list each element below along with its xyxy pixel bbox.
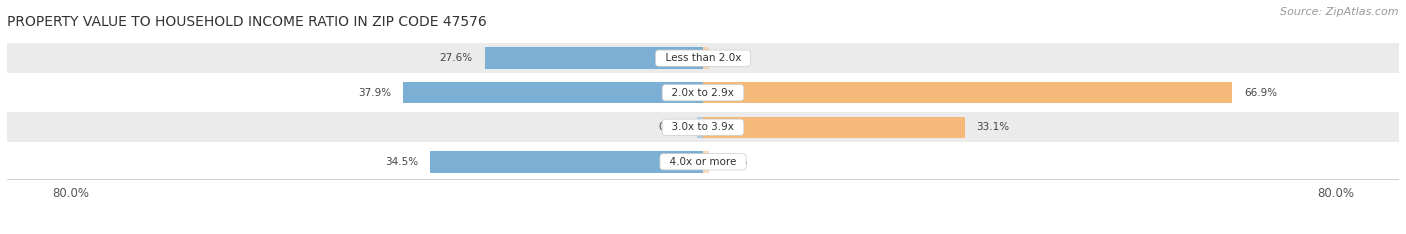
Bar [703, 117, 965, 138]
Bar [0, 43, 1406, 73]
Bar [430, 151, 703, 172]
Text: PROPERTY VALUE TO HOUSEHOLD INCOME RATIO IN ZIP CODE 47576: PROPERTY VALUE TO HOUSEHOLD INCOME RATIO… [7, 15, 486, 29]
Bar [0, 146, 1406, 177]
Bar [697, 117, 703, 138]
Text: 66.9%: 66.9% [1244, 88, 1277, 98]
Text: 0.0%: 0.0% [658, 122, 685, 132]
Text: Less than 2.0x: Less than 2.0x [658, 53, 748, 63]
Bar [0, 77, 1406, 108]
Bar [485, 48, 703, 69]
Bar [0, 112, 1406, 143]
Text: 4.0x or more: 4.0x or more [664, 157, 742, 167]
Text: 33.1%: 33.1% [977, 122, 1010, 132]
Text: 37.9%: 37.9% [359, 88, 391, 98]
Text: 27.6%: 27.6% [440, 53, 472, 63]
Text: 0.0%: 0.0% [721, 53, 748, 63]
Text: 0.0%: 0.0% [721, 157, 748, 167]
Bar [703, 151, 710, 172]
Bar [703, 82, 1232, 103]
Text: 34.5%: 34.5% [385, 157, 419, 167]
Bar [703, 48, 710, 69]
Bar [404, 82, 703, 103]
Text: Source: ZipAtlas.com: Source: ZipAtlas.com [1281, 7, 1399, 17]
Text: 3.0x to 3.9x: 3.0x to 3.9x [665, 122, 741, 132]
Text: 2.0x to 2.9x: 2.0x to 2.9x [665, 88, 741, 98]
Legend: Without Mortgage, With Mortgage: Without Mortgage, With Mortgage [576, 230, 830, 234]
